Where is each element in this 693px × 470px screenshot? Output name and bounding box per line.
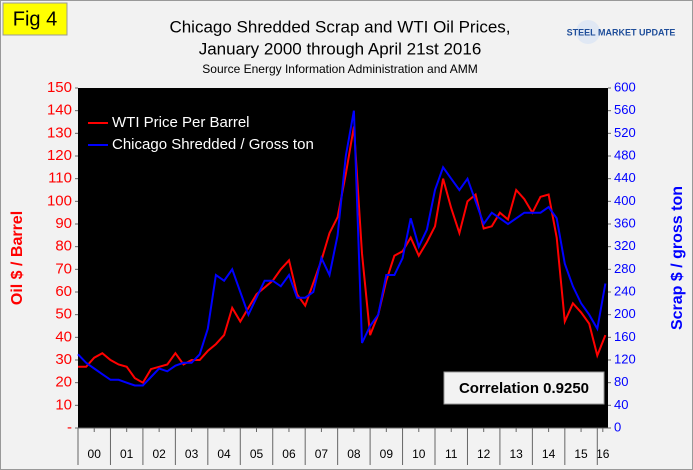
annotation: Correlation 0.9250: [459, 380, 589, 397]
y2-axis-label: Scrap $ / gross ton: [669, 186, 686, 330]
y2-tick-label: 240: [614, 283, 636, 298]
x-tick-label: 06: [282, 447, 296, 461]
x-tick-label: 01: [120, 447, 134, 461]
y2-tick-label: 360: [614, 215, 636, 230]
y-tick-label: 20: [55, 374, 72, 391]
y-tick-label: 10: [55, 396, 72, 413]
x-tick-label: 08: [347, 447, 361, 461]
y2-tick-label: 280: [614, 261, 636, 276]
x-tick-label: 10: [412, 447, 426, 461]
x-tick-label: 00: [88, 447, 102, 461]
y-tick-label: 90: [55, 215, 72, 232]
x-tick-label: 07: [315, 447, 329, 461]
logo: STEEL MARKET UPDATE: [567, 27, 676, 37]
y-axis-label: Oil $ / Barrel: [9, 211, 26, 305]
y-tick-label: 130: [47, 124, 72, 141]
y-tick-label: 50: [55, 306, 72, 323]
series-line: [77, 110, 607, 387]
y-tick-label: 60: [55, 283, 72, 300]
chart-source: Source Energy Information Administration…: [202, 62, 477, 76]
logo-icon: [576, 20, 600, 44]
y2-tick-label: 400: [614, 193, 636, 208]
y-tick-label: 120: [47, 147, 72, 164]
y-tick-label: 150: [47, 79, 72, 96]
x-tick-label: 11: [445, 447, 458, 461]
annotation-box: [443, 371, 605, 405]
y-tick-label: 70: [55, 260, 72, 277]
y-tick-label: -: [67, 419, 72, 436]
y2-tick-label: 560: [614, 102, 636, 117]
y-tick-label: 110: [48, 170, 72, 187]
x-tick-label: 14: [542, 447, 556, 461]
legend-label: Chicago Shredded / Gross ton: [112, 136, 314, 153]
legend-label: WTI Price Per Barrel: [112, 114, 250, 131]
x-tick-label: 12: [477, 447, 491, 461]
chart-subtitle: January 2000 through April 21st 2016: [199, 39, 482, 58]
y2-tick-label: 200: [614, 306, 636, 321]
fig-box: [2, 2, 68, 36]
x-tick-label: 16: [596, 447, 610, 461]
chart-title: Chicago Shredded Scrap and WTI Oil Price…: [169, 17, 510, 36]
y2-tick-label: 160: [614, 329, 636, 344]
y-tick-label: 80: [55, 238, 72, 255]
y-tick-label: 140: [47, 102, 72, 119]
y2-tick-label: 40: [614, 397, 628, 412]
y2-tick-label: 120: [614, 351, 636, 366]
x-tick-label: 15: [574, 447, 588, 461]
y2-tick-label: 80: [614, 374, 628, 389]
y2-tick-label: 0: [614, 419, 621, 434]
x-tick-label: 02: [152, 447, 166, 461]
y2-tick-label: 600: [614, 79, 636, 94]
y-tick-label: 30: [55, 351, 72, 368]
x-tick-label: 04: [217, 447, 231, 461]
x-tick-label: 03: [185, 447, 199, 461]
x-tick-label: 09: [380, 447, 394, 461]
y2-tick-label: 480: [614, 147, 636, 162]
y2-tick-label: 520: [614, 125, 636, 140]
x-tick-label: 05: [250, 447, 264, 461]
fig-label: Fig 4: [13, 8, 57, 30]
x-tick-label: 13: [509, 447, 523, 461]
y2-tick-label: 320: [614, 238, 636, 253]
y-tick-label: 100: [47, 192, 72, 209]
y-tick-label: 40: [55, 328, 72, 345]
y2-tick-label: 440: [614, 170, 636, 185]
